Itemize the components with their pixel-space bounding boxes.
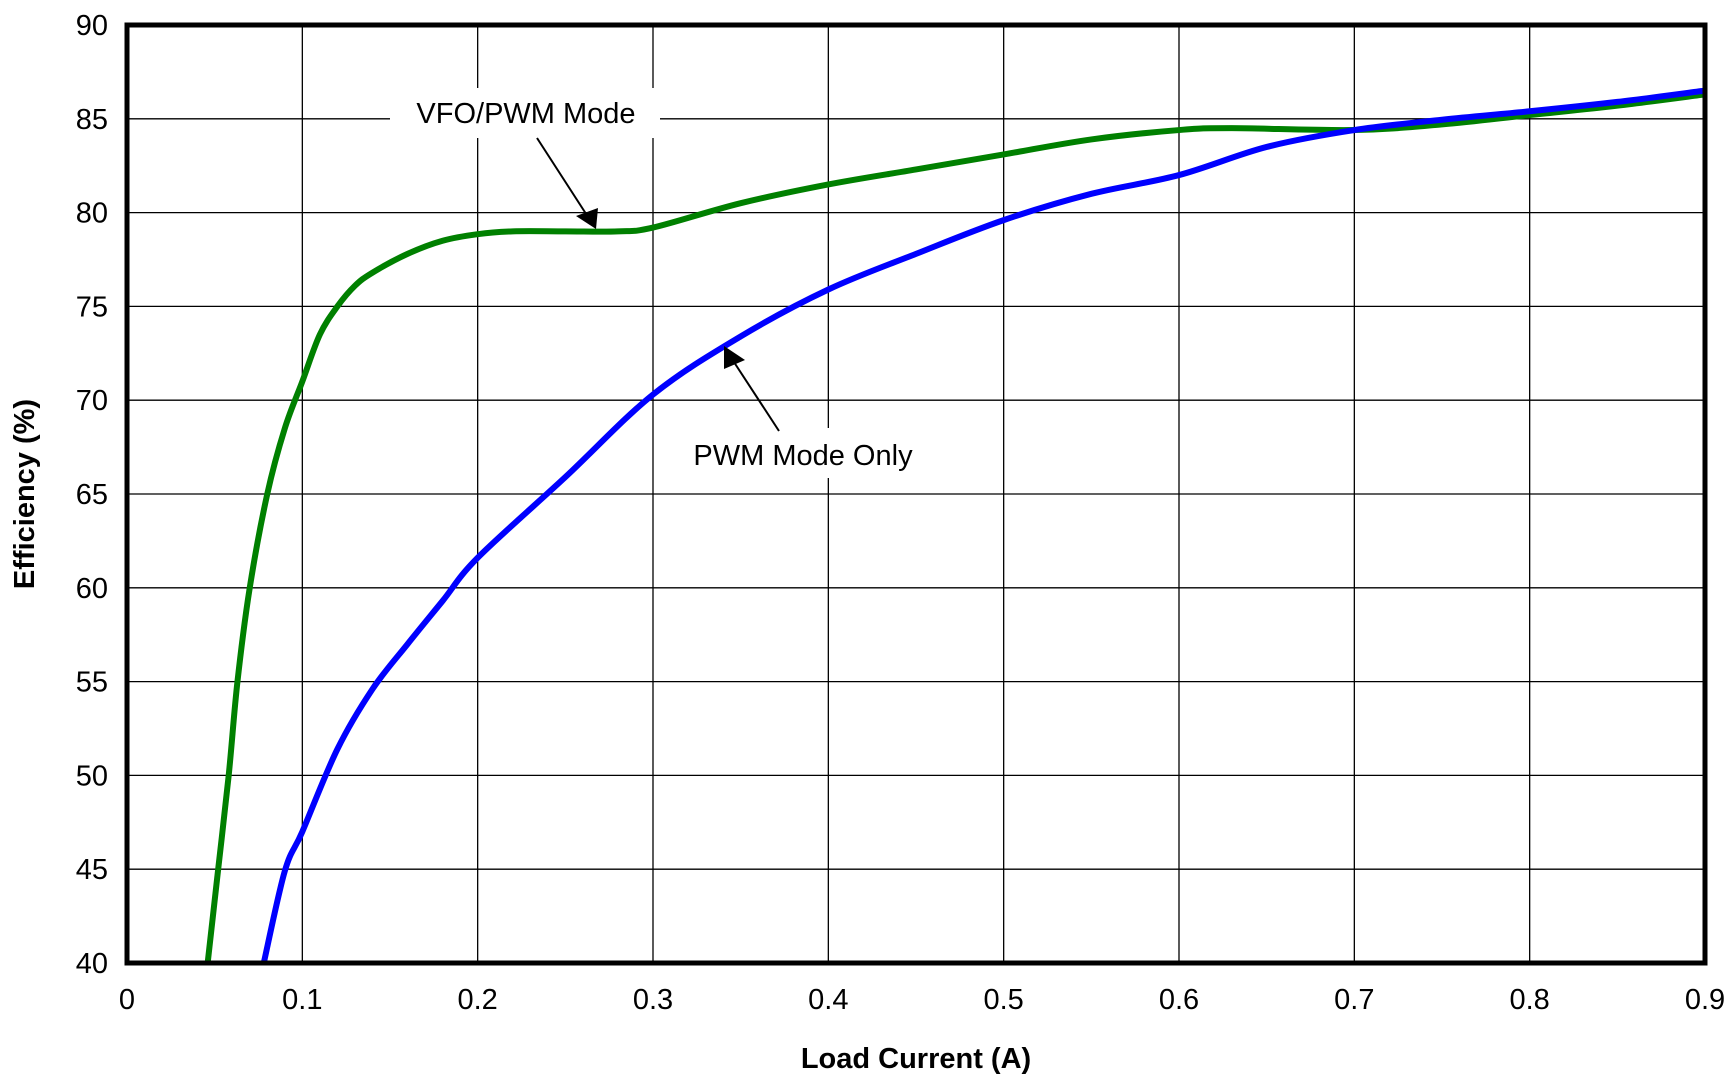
x-tick-label: 0.2 [458, 984, 498, 1016]
x-tick-label: 0.6 [1159, 984, 1199, 1016]
x-tick-label: 0.8 [1510, 984, 1550, 1016]
x-tick-label: 0.5 [984, 984, 1024, 1016]
y-tick-label: 65 [76, 479, 108, 511]
annotation-arrow-line-vfo [536, 137, 591, 221]
annotation-arrowhead-vfo [576, 208, 598, 229]
annotation-bg-vfo [390, 88, 660, 138]
y-tick-label: 75 [76, 291, 108, 323]
annotation-arrowhead-pwm [724, 346, 745, 369]
x-tick-label: 0.1 [282, 984, 322, 1016]
tick-labels: 0 0.1 0.2 0.3 0.4 0.5 0.6 0.7 0.8 0.9 40 45 50 55 60 65… [76, 10, 1725, 1016]
x-tick-label: 0.9 [1685, 984, 1725, 1016]
annotation-arrow-line-pwm [729, 355, 780, 432]
series-group [204, 87, 1706, 964]
y-tick-label: 45 [76, 854, 108, 886]
series-line-vfo-pwm-mode [204, 91, 1706, 964]
x-tick-label: 0.3 [633, 984, 673, 1016]
y-axis-title: Efficiency (%) [9, 399, 41, 589]
y-tick-label: 50 [76, 760, 108, 792]
y-tick-label: 70 [76, 385, 108, 417]
annotation-vfo-pwm-mode: VFO/PWM Mode [416, 98, 635, 130]
x-tick-label: 0.4 [808, 984, 848, 1016]
grid [126, 24, 1706, 964]
y-tick-label: 90 [76, 10, 108, 42]
series-line-pwm-mode-only [260, 87, 1706, 964]
x-tick-label: 0.7 [1334, 984, 1374, 1016]
annotations: VFO/PWM Mode PWM Mode Only [390, 88, 938, 478]
x-axis-title: Load Current (A) [801, 1043, 1031, 1075]
y-tick-label: 40 [76, 948, 108, 980]
x-tick-label: 0 [119, 984, 135, 1016]
y-tick-label: 80 [76, 198, 108, 230]
y-tick-label: 55 [76, 667, 108, 699]
annotation-pwm-mode-only: PWM Mode Only [693, 440, 913, 472]
plot-frame [124, 22, 1708, 966]
y-tick-label: 85 [76, 104, 108, 136]
annotation-bg-pwm [668, 428, 938, 478]
y-tick-label: 60 [76, 573, 108, 605]
